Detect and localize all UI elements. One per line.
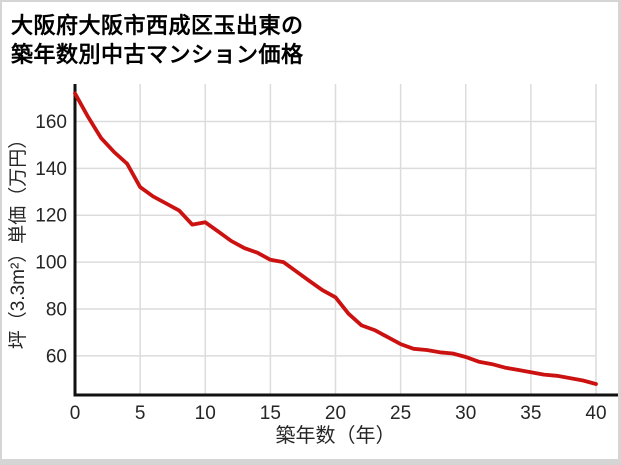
x-tick-label: 25 [390,403,411,424]
y-tick-label: 100 [35,253,67,274]
x-tick-label: 5 [135,403,146,424]
x-tick-label: 15 [260,403,281,424]
y-tick-label: 160 [35,112,67,133]
chart-title-line2: 築年数別中古マンション価格 [11,42,304,67]
x-tick-label: 10 [195,403,216,424]
y-tick-label: 60 [46,346,67,367]
y-axis-label: 坪（3.3m²）単価（万円） [7,130,29,350]
x-tick-label: 20 [325,403,346,424]
y-tick-label: 140 [35,159,67,180]
x-axis-label: 築年数（年） [276,424,396,447]
y-tick-label: 80 [46,299,67,320]
price-line [73,91,598,386]
chart-title-line1: 大阪府大阪市西成区玉出東の [11,13,304,38]
y-tick-label: 120 [35,206,67,227]
chart-title: 大阪府大阪市西成区玉出東の 築年数別中古マンション価格 [11,11,304,69]
x-tick-label: 30 [455,403,476,424]
x-tick-label: 40 [585,403,606,424]
price-line-chart: 0 5 10 15 20 25 30 35 40 60 80 100 120 140 160 築年数（年） 坪（… [7,84,618,447]
x-tick-label: 0 [70,403,81,424]
x-tick-label: 35 [520,403,541,424]
